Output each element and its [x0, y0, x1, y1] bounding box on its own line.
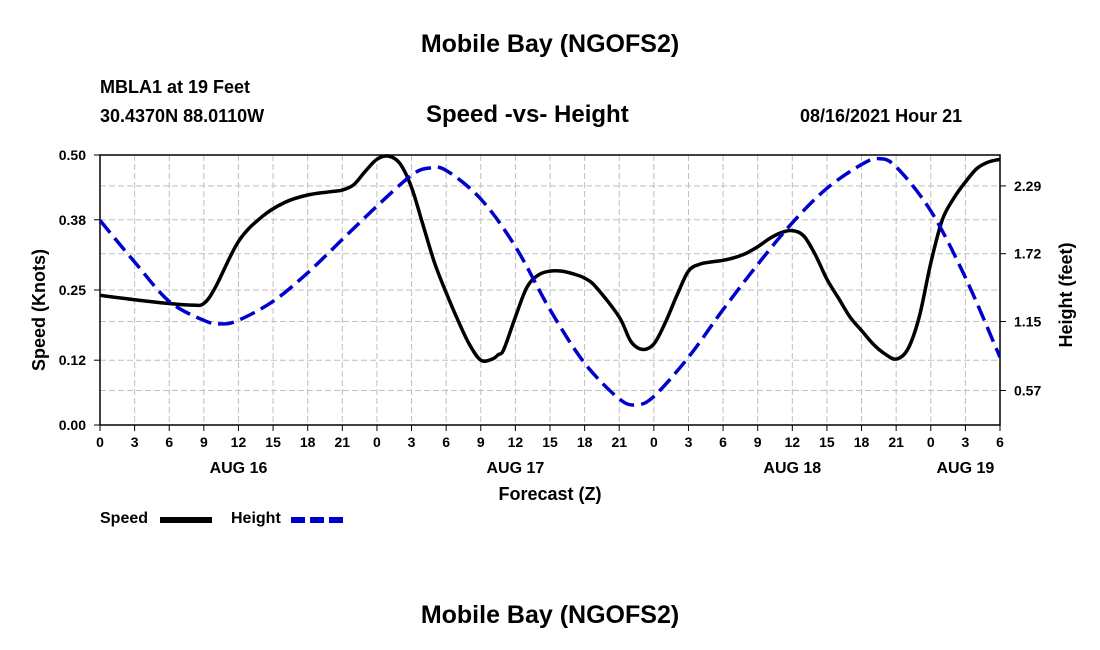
legend-speed-swatch — [160, 517, 212, 523]
x-day-label: AUG 19 — [936, 460, 994, 477]
speed-series-line — [100, 154, 1000, 363]
x-tick-label: 3 — [961, 434, 969, 450]
y-tick-label: 0.38 — [59, 212, 86, 228]
y-tick-label: 0.12 — [59, 352, 86, 368]
x-tick-label: 0 — [650, 434, 658, 450]
y-axis-label: Speed (Knots) — [29, 249, 49, 371]
x-tick-label: 18 — [300, 434, 316, 450]
x-tick-label: 0 — [927, 434, 935, 450]
x-tick-label: 15 — [819, 434, 835, 450]
x-tick-label: 21 — [335, 434, 351, 450]
height-series-line — [100, 156, 1000, 407]
x-day-label: AUG 16 — [210, 460, 268, 477]
y-tick-label: 0.25 — [59, 282, 86, 298]
legend-height-label: Height — [231, 510, 281, 527]
y2-tick-label: 0.57 — [1014, 383, 1041, 399]
x-tick-label: 3 — [685, 434, 693, 450]
x-tick-label: 9 — [477, 434, 485, 450]
y2-tick-label: 1.72 — [1014, 246, 1041, 262]
x-tick-label: 6 — [719, 434, 727, 450]
x-tick-label: 6 — [165, 434, 173, 450]
x-tick-label: 6 — [996, 434, 1004, 450]
x-tick-label: 15 — [542, 434, 558, 450]
x-tick-label: 3 — [408, 434, 416, 450]
x-tick-label: 6 — [442, 434, 450, 450]
x-tick-label: 9 — [754, 434, 762, 450]
legend-height-swatch — [291, 517, 343, 523]
x-tick-label: 0 — [373, 434, 381, 450]
x-tick-label: 3 — [131, 434, 139, 450]
chart-subtitle: Speed -vs- Height — [426, 101, 629, 128]
x-tick-label: 0 — [96, 434, 104, 450]
x-tick-label: 9 — [200, 434, 208, 450]
x-day-label: AUG 18 — [763, 460, 821, 477]
x-tick-label: 21 — [888, 434, 904, 450]
x-tick-label: 12 — [231, 434, 247, 450]
x-tick-label: 18 — [854, 434, 870, 450]
y2-tick-label: 2.29 — [1014, 178, 1041, 194]
x-axis-label: Forecast (Z) — [498, 484, 601, 504]
x-tick-label: 12 — [785, 434, 801, 450]
legend-speed-label: Speed — [100, 510, 149, 527]
y-tick-label: 0.00 — [59, 417, 86, 433]
station-label: MBLA1 at 19 Feet — [100, 77, 251, 97]
x-tick-label: 21 — [611, 434, 627, 450]
x-tick-label: 12 — [508, 434, 524, 450]
station-coordinates: 30.4370N 88.0110W — [100, 106, 265, 126]
x-tick-label: 15 — [265, 434, 281, 450]
forecast-datetime: 08/16/2021 Hour 21 — [800, 106, 963, 126]
footer-title: Mobile Bay (NGOFS2) — [420, 601, 680, 629]
x-tick-label: 18 — [577, 434, 593, 450]
y2-axis-label: Height (feet) — [1056, 243, 1076, 348]
page-title: Mobile Bay (NGOFS2) — [420, 30, 680, 58]
y-tick-label: 0.50 — [59, 147, 86, 163]
y2-tick-label: 1.15 — [1014, 314, 1041, 330]
x-day-label: AUG 17 — [486, 460, 544, 477]
